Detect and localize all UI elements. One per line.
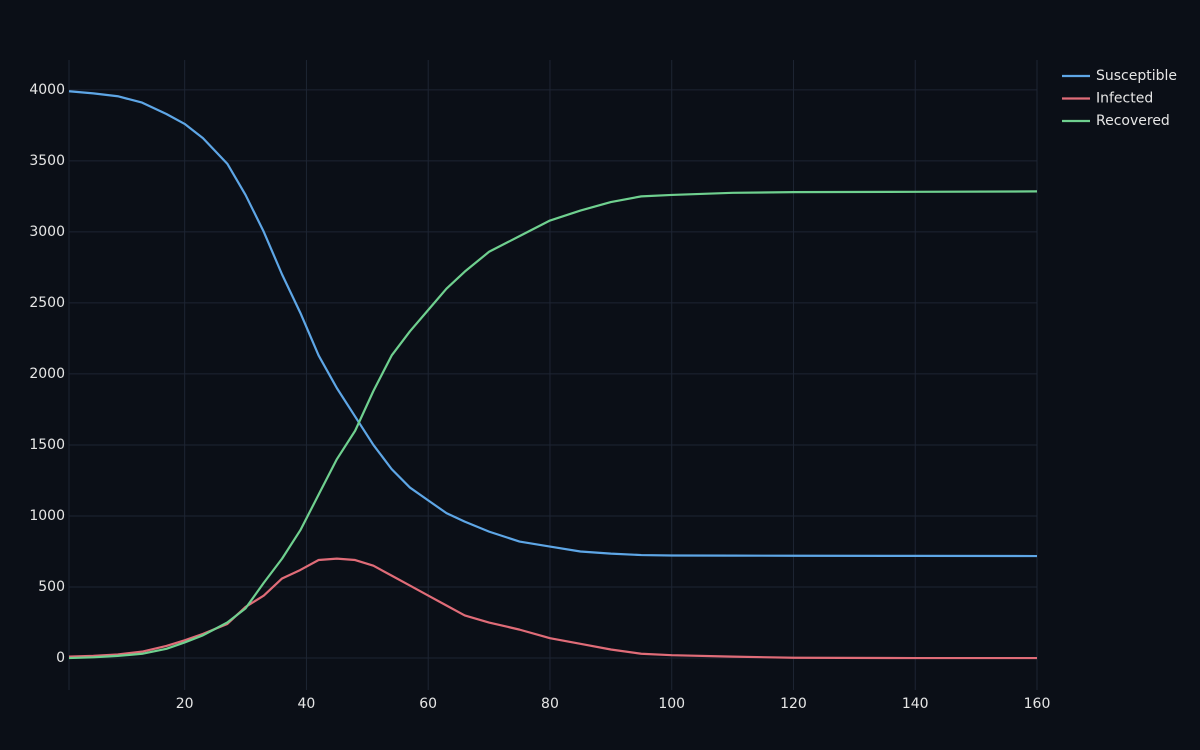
- x-tick-label: 140: [902, 696, 929, 712]
- series-line: [68, 557, 1037, 660]
- legend-label: Recovered: [1096, 113, 1170, 129]
- x-tick-label: 80: [541, 696, 559, 712]
- x-tick-label: 100: [658, 696, 685, 712]
- legend-label: Infected: [1096, 91, 1153, 107]
- y-tick-label: 4000: [29, 82, 65, 98]
- y-tick-label: 3500: [29, 153, 65, 169]
- y-tick-label: 2000: [29, 366, 65, 382]
- x-tick-label: 120: [780, 696, 807, 712]
- y-tick-label: 3000: [29, 224, 65, 240]
- y-tick-label: 1500: [29, 437, 65, 453]
- series-line: [68, 90, 1038, 558]
- y-tick-label: 2500: [29, 295, 65, 311]
- x-tick-label: 20: [176, 696, 194, 712]
- y-tick-label: 500: [38, 579, 65, 595]
- legend-label: Susceptible: [1096, 68, 1177, 84]
- series-line: [68, 190, 1038, 660]
- y-tick-label: 1000: [29, 508, 65, 524]
- x-tick-label: 40: [298, 696, 316, 712]
- x-tick-label: 160: [1024, 696, 1051, 712]
- y-tick-label: 0: [56, 650, 65, 666]
- x-tick-label: 60: [419, 696, 437, 712]
